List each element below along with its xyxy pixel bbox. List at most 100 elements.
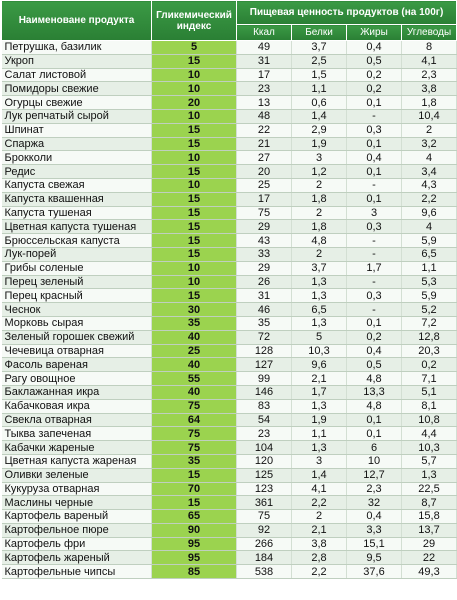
cell-carbs: 20,3 <box>401 344 457 359</box>
cell-product-name: Капуста тушеная <box>1 206 152 221</box>
table-row: Фасоль вареная 40 127 9,6 0,5 0,2 <box>1 357 457 373</box>
table-row: Картофельные чипсы 85 538 2,2 37,6 49,3 <box>1 564 457 580</box>
cell-kcal: 22 <box>236 123 292 138</box>
table-row: Спаржа 15 21 1,9 0,1 3,2 <box>1 137 457 152</box>
cell-glycemic-index: 10 <box>151 275 237 290</box>
cell-carbs: 9,6 <box>401 206 457 221</box>
cell-fat: - <box>346 275 402 290</box>
cell-product-name: Картофельное пюре <box>1 523 152 538</box>
cell-fat: 0,4 <box>346 344 402 359</box>
cell-carbs: 10,4 <box>401 109 457 124</box>
cell-kcal: 35 <box>236 316 292 331</box>
cell-glycemic-index: 15 <box>151 192 237 207</box>
table-row: Морковь сырая 35 35 1,3 0,1 7,2 <box>1 316 457 331</box>
cell-kcal: 92 <box>236 523 292 538</box>
cell-glycemic-index: 15 <box>151 468 237 483</box>
cell-fat: 0,2 <box>346 81 402 97</box>
cell-protein: 2,2 <box>291 495 347 511</box>
cell-product-name: Цветная капуста тушеная <box>1 219 152 235</box>
cell-fat: 9,5 <box>346 550 402 566</box>
header-kcal: Ккал <box>236 24 292 41</box>
cell-product-name: Баклажанная икра <box>1 385 152 400</box>
table-row: Редис 15 20 1,2 0,1 3,4 <box>1 164 457 179</box>
cell-fat: 37,6 <box>346 564 402 580</box>
table-row: Свекла отварная 64 54 1,9 0,1 10,8 <box>1 413 457 428</box>
cell-fat: - <box>346 178 402 193</box>
cell-product-name: Брокколи <box>1 150 152 166</box>
cell-glycemic-index: 20 <box>151 95 237 110</box>
cell-kcal: 43 <box>236 233 292 248</box>
cell-carbs: 1,8 <box>401 95 457 110</box>
cell-kcal: 127 <box>236 357 292 373</box>
cell-kcal: 29 <box>236 261 292 276</box>
product-table-container: Наименоване продукта Гликемический индек… <box>1 0 457 580</box>
cell-glycemic-index: 75 <box>151 399 237 414</box>
table-row: Чеснок 30 46 6,5-5,2 <box>1 302 457 317</box>
cell-carbs: 5,9 <box>401 233 457 248</box>
cell-carbs: 4,3 <box>401 178 457 193</box>
cell-glycemic-index: 75 <box>151 426 237 442</box>
cell-fat: - <box>346 233 402 248</box>
cell-glycemic-index: 15 <box>151 54 237 69</box>
table-row: Зеленый горошек свежий 40 72 5 0,2 12,8 <box>1 330 457 345</box>
cell-kcal: 23 <box>236 81 292 97</box>
cell-carbs: 1,3 <box>401 468 457 483</box>
cell-glycemic-index: 95 <box>151 550 237 566</box>
cell-protein: 1,9 <box>291 137 347 152</box>
table-row: Картофель жареный 95 184 2,8 9,5 22 <box>1 550 457 566</box>
cell-fat: 0,4 <box>346 150 402 166</box>
cell-fat: 0,5 <box>346 54 402 69</box>
cell-product-name: Брюссельская капуста <box>1 233 152 248</box>
cell-product-name: Морковь сырая <box>1 316 152 331</box>
table-row: Шпинат 15 22 2,9 0,3 2 <box>1 123 457 138</box>
table-row: Перец красный 15 31 1,3 0,3 5,9 <box>1 288 457 304</box>
cell-glycemic-index: 15 <box>151 123 237 138</box>
cell-carbs: 8,1 <box>401 399 457 414</box>
cell-product-name: Спаржа <box>1 137 152 152</box>
cell-kcal: 538 <box>236 564 292 580</box>
cell-product-name: Кабачковая икра <box>1 399 152 414</box>
cell-carbs: 22,5 <box>401 482 457 497</box>
cell-carbs: 6,5 <box>401 247 457 262</box>
cell-protein: 1,8 <box>291 192 347 207</box>
cell-glycemic-index: 40 <box>151 330 237 345</box>
table-row: Лук репчатый сырой 10 48 1,4-10,4 <box>1 109 457 124</box>
table-row: Баклажанная икра 40 146 1,7 13,3 5,1 <box>1 385 457 400</box>
cell-carbs: 10,3 <box>401 440 457 455</box>
cell-kcal: 17 <box>236 68 292 83</box>
cell-carbs: 2,3 <box>401 68 457 83</box>
cell-protein: 1,1 <box>291 426 347 442</box>
cell-glycemic-index: 15 <box>151 288 237 304</box>
cell-fat: 0,3 <box>346 219 402 235</box>
cell-glycemic-index: 15 <box>151 137 237 152</box>
cell-product-name: Картофель фри <box>1 537 152 552</box>
cell-glycemic-index: 55 <box>151 371 237 386</box>
cell-protein: 2,1 <box>291 523 347 538</box>
cell-glycemic-index: 75 <box>151 440 237 455</box>
cell-product-name: Кабачки жареные <box>1 440 152 455</box>
cell-product-name: Тыква запеченая <box>1 426 152 442</box>
cell-product-name: Картофельные чипсы <box>1 564 152 580</box>
cell-carbs: 0,2 <box>401 357 457 373</box>
cell-kcal: 33 <box>236 247 292 262</box>
cell-fat: 0,4 <box>346 40 402 55</box>
header-nutrition: Пищевая ценность продуктов (на 100г) <box>235 0 457 25</box>
cell-protein: 2 <box>291 178 347 193</box>
cell-carbs: 8 <box>401 40 457 55</box>
table-row: Капуста тушеная 15 75 2 3 9,6 <box>1 206 457 221</box>
cell-carbs: 3,4 <box>401 164 457 179</box>
cell-carbs: 8,7 <box>401 495 457 511</box>
cell-protein: 9,6 <box>291 357 347 373</box>
cell-glycemic-index: 15 <box>151 219 237 235</box>
cell-protein: 1,7 <box>291 385 347 400</box>
cell-glycemic-index: 10 <box>151 261 237 276</box>
cell-carbs: 4 <box>401 150 457 166</box>
cell-glycemic-index: 30 <box>151 302 237 317</box>
cell-fat: 10 <box>346 454 402 469</box>
cell-product-name: Огурцы свежие <box>1 95 152 110</box>
cell-carbs: 4,4 <box>401 426 457 442</box>
cell-fat: 0,1 <box>346 413 402 428</box>
cell-protein: 2 <box>291 509 347 524</box>
cell-kcal: 48 <box>236 109 292 124</box>
cell-fat: 12,7 <box>346 468 402 483</box>
